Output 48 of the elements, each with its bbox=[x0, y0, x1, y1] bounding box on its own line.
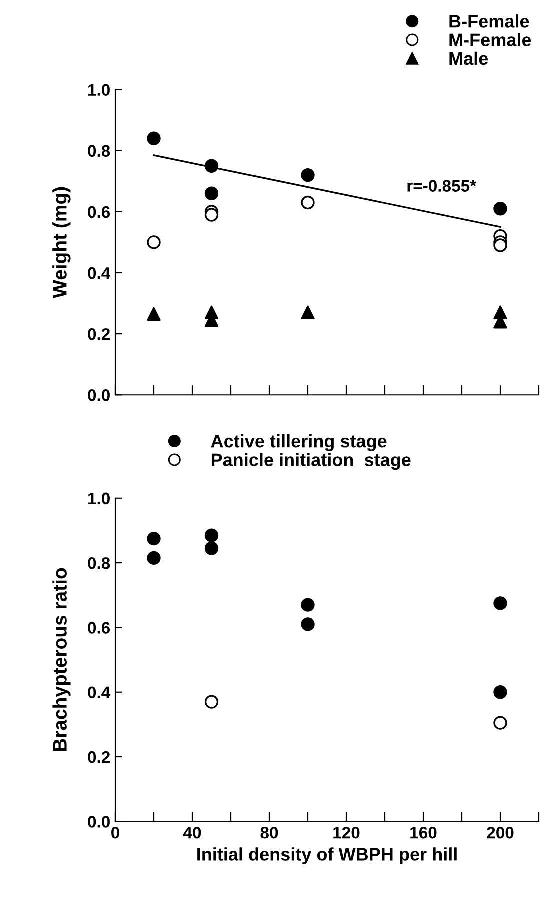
point bbox=[147, 236, 161, 250]
y-axis-title: Weight (mg) bbox=[52, 187, 71, 298]
point bbox=[204, 186, 219, 200]
y-axis-title: Brachypterous ratio bbox=[52, 568, 71, 752]
point bbox=[147, 132, 161, 146]
point bbox=[204, 159, 219, 173]
legend-label: Male bbox=[450, 52, 488, 66]
point bbox=[494, 596, 508, 610]
x-axis-title: Initial density of WBPH per hill bbox=[198, 848, 457, 864]
y-tick-label: 0.0 bbox=[88, 816, 110, 828]
point bbox=[301, 618, 315, 632]
point bbox=[301, 168, 315, 182]
y-tick-label: 0.6 bbox=[88, 622, 110, 634]
point bbox=[301, 306, 315, 320]
y-tick-label: 0.2 bbox=[88, 328, 110, 340]
y-tick-label: 0.4 bbox=[88, 686, 111, 699]
legend-label: Panicle initiation stage bbox=[212, 453, 411, 470]
point bbox=[204, 542, 219, 556]
legend-label: Active tillering stage bbox=[211, 434, 387, 452]
point bbox=[494, 202, 508, 216]
point bbox=[147, 551, 161, 566]
point bbox=[301, 598, 315, 612]
point bbox=[204, 528, 219, 542]
x-tick-label: 120 bbox=[334, 826, 360, 839]
x-tick-label: 160 bbox=[410, 826, 437, 839]
point bbox=[494, 238, 508, 252]
point bbox=[204, 695, 219, 709]
point bbox=[494, 716, 508, 730]
legend-label: M-Female bbox=[450, 33, 532, 46]
y-tick-label: 0.2 bbox=[88, 751, 110, 764]
x-tick-label: 40 bbox=[183, 826, 202, 839]
point bbox=[147, 532, 161, 546]
x-tick-label: 200 bbox=[487, 826, 514, 839]
annotation: r=-0.855* bbox=[408, 180, 477, 192]
point bbox=[147, 307, 161, 322]
y-tick-label: 0.0 bbox=[88, 390, 110, 402]
y-tick-label: 0.4 bbox=[88, 267, 111, 280]
x-tick-label: 80 bbox=[260, 826, 278, 839]
y-tick-label: 1.0 bbox=[88, 84, 110, 96]
y-tick-label: 1.0 bbox=[88, 492, 110, 505]
point bbox=[494, 686, 508, 700]
point bbox=[301, 196, 315, 210]
legend-label: B-Female bbox=[450, 14, 530, 28]
x-tick-label: 0 bbox=[112, 826, 120, 839]
y-tick-label: 0.8 bbox=[88, 145, 110, 158]
y-tick-label: 0.8 bbox=[88, 557, 110, 570]
y-tick-label: 0.6 bbox=[88, 206, 110, 218]
point bbox=[204, 208, 219, 222]
